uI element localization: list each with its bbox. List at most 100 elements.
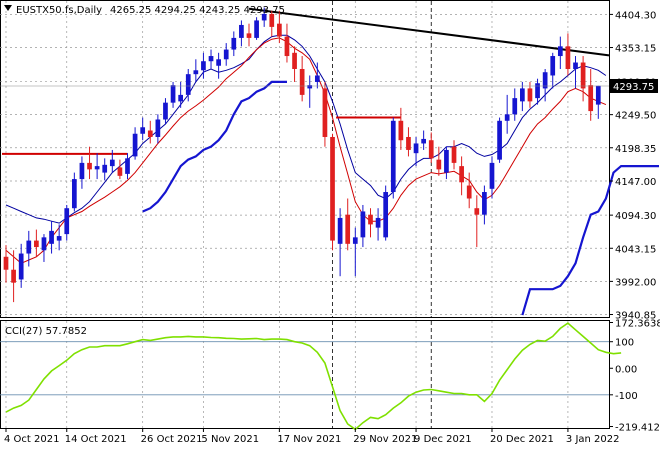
candle-bull [352,227,358,277]
candle-body [314,75,320,82]
candle-body [322,88,328,137]
candle-bull [421,130,426,150]
price-tag-label: 4293.75 [613,82,654,93]
candle-body [140,127,146,134]
middle-band-line [5,34,607,224]
candle-bull [413,136,419,167]
price-tag: 4293.75 [0,78,658,93]
candle-body [406,136,411,150]
candle-body [246,33,252,38]
candle-body [239,24,244,38]
candle-bull [49,221,54,254]
candle-body [3,256,9,270]
candle-body [178,94,184,102]
candle-body [223,49,229,60]
candle-body [383,192,389,238]
candle-bear [565,33,571,76]
candle-body [34,240,39,248]
x-tick-label: 14 Oct 2021 [65,434,127,445]
candle-body [117,167,123,176]
price-tag-box [610,78,658,93]
candle-bear [299,56,305,102]
candle-bear [588,68,594,121]
cci-tick-label: 0.00 [615,364,637,375]
price-tick-label: 4147.00 [615,177,656,188]
candle-body [557,46,563,57]
x-tick-label: 5 Nov 2021 [201,434,259,445]
candle-body [71,179,77,209]
candle-body [231,37,237,50]
candle-bull [390,117,396,199]
candle-bull [307,75,313,108]
candle-bear [436,146,442,176]
price-tick-label: 4198.35 [615,144,656,155]
candle-bull [314,62,320,89]
cci-panel: 172.3638 100 0.00 -100 -219.4121 CCI(27) 57.… [0,318,660,434]
candle-bull [155,114,161,144]
cci-tick-label: -100 [615,391,638,402]
candle-body [512,98,518,115]
candle-bull [504,94,510,134]
candle-bull [444,146,449,180]
cci-grid [5,321,569,428]
candle-bull [239,20,244,47]
x-tick-label: 29 Nov 2021 [353,434,417,445]
cci-tick-label: 172.3638 [615,318,660,329]
price-tick-label: 4353.15 [615,44,656,55]
trend-line [248,7,610,57]
candle-body [155,119,161,137]
candle-bull [125,153,130,180]
candle-bull [64,204,70,241]
price-axis: 4404.304353.154300.604249.504198.354147.… [609,10,656,322]
candle-bear [398,107,404,150]
candle-body [277,23,282,37]
candle-bear [284,23,290,63]
candle-bull [208,49,214,69]
candle-body [109,159,115,167]
candle-body [459,166,464,183]
price-tick-label: 3940.85 [615,311,656,322]
candle-body [170,85,176,103]
candle-body [421,138,426,144]
candle-bull [94,153,100,180]
candle-bear [330,133,335,251]
candle-body [337,217,343,244]
cci-tick-label: -219.4121 [615,423,660,434]
candle-bear [474,195,480,248]
candle-bull [193,59,199,82]
candle-body [489,162,495,189]
candle-bull [56,224,62,251]
candle-body [436,159,442,170]
candle-bull [337,208,343,277]
candle-body [550,56,556,76]
candle-body [41,237,47,251]
candle-bull [512,88,518,121]
candle-body [580,62,586,89]
candle-bull [542,68,548,102]
candle-body [11,269,16,283]
candle-bull [573,56,578,89]
cci-tick-label: 100 [615,338,634,349]
candle-bear [147,120,153,144]
x-tick-label: 20 Dec 2021 [490,434,554,445]
lower-band-line [5,37,607,264]
candle-body [269,13,275,27]
candle-bull [595,85,601,119]
candle-bear [3,245,9,283]
candle-bear [368,208,373,238]
candle-body [163,102,168,120]
candle-body [284,36,290,57]
candle-bull [557,36,563,69]
candle-bull [360,204,366,248]
candle-body [87,162,92,170]
candle-bear [34,229,39,257]
candle-body [482,192,487,215]
collapse-triangle-icon[interactable] [4,5,12,11]
candle-bear [466,172,472,209]
candle-bear [277,10,282,44]
candle-body [49,230,54,244]
x-tick-label: 3 Jan 2022 [566,434,620,445]
candle-bear [580,56,586,102]
price-panel: 4404.304353.154300.604249.504198.354147.… [0,0,659,322]
